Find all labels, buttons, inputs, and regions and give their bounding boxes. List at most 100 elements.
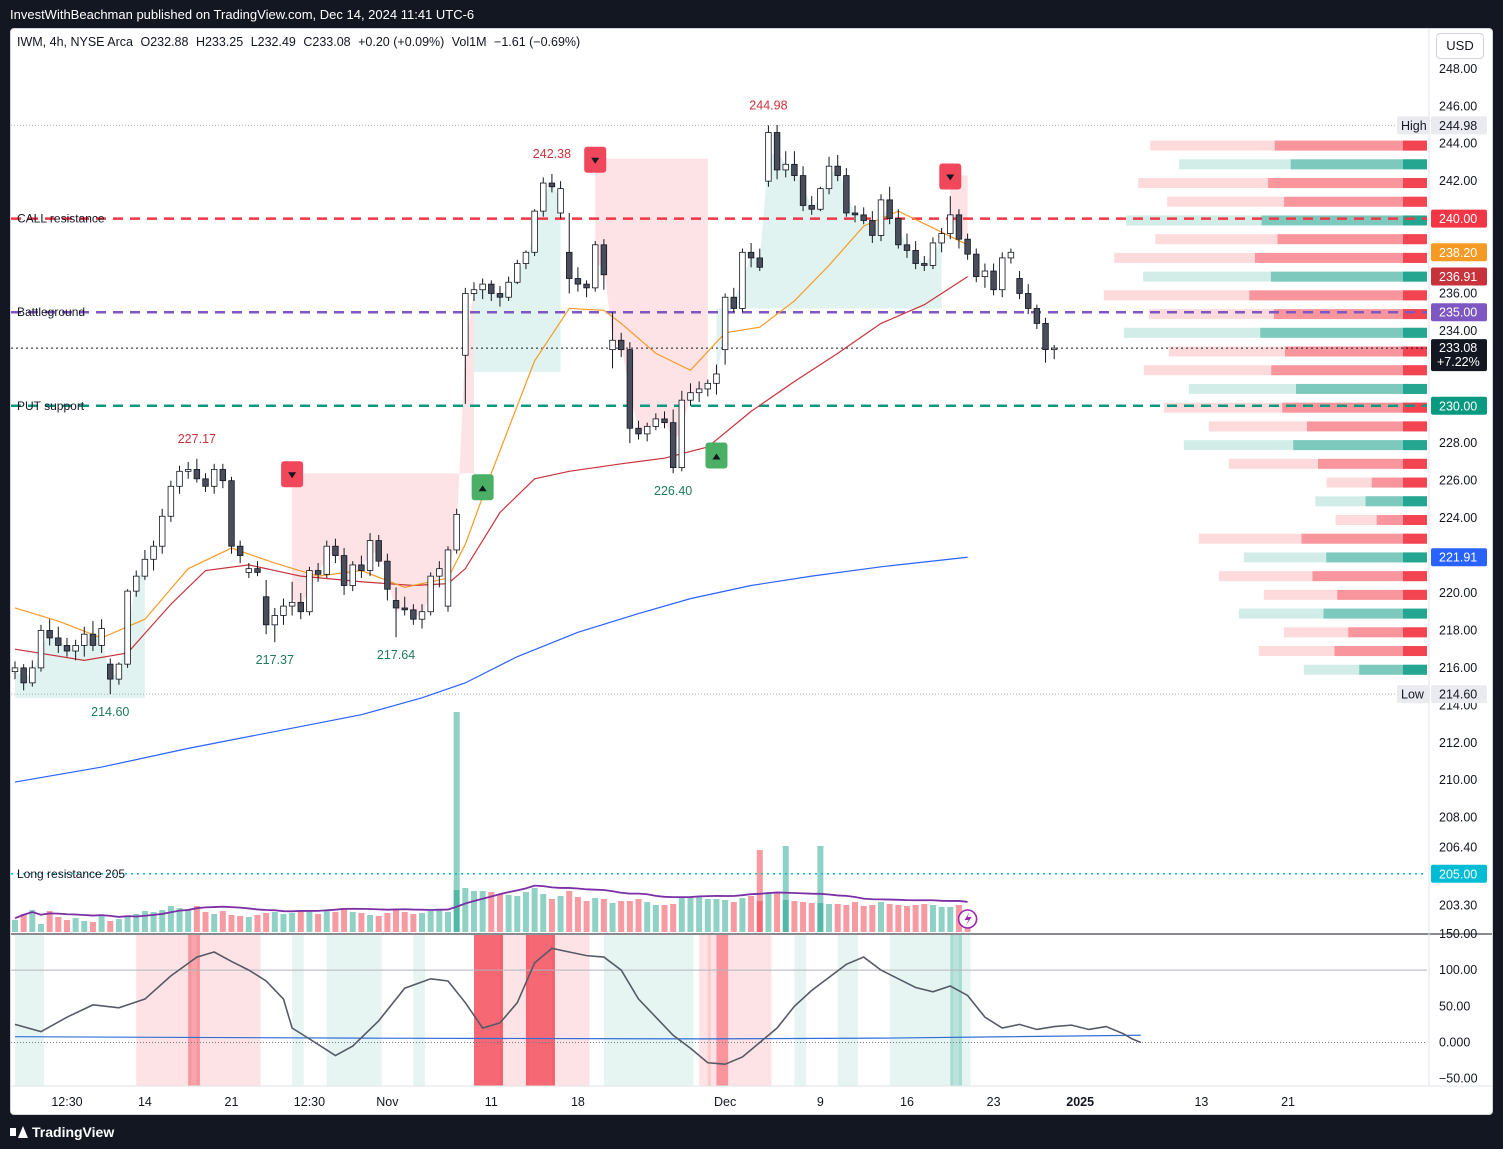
candle-body [600,244,608,276]
level-label-1: Battleground [17,305,85,319]
candle-body [955,214,963,240]
candle-body [548,182,556,188]
time-tick: 12:30 [51,1095,82,1109]
vp-row-edge [1403,234,1427,245]
candle-body [799,175,807,206]
candle-body [29,667,36,684]
value-badge-text: 238.20 [1439,246,1477,260]
footer-bar: TradingView [0,1115,1503,1149]
signal-arrow [712,453,721,460]
candle-body [730,296,737,309]
price-chart[interactable]: CALL resistance Battleground PUT support Lo… [11,29,1492,1114]
candle-body [756,257,763,268]
signal-arrow [288,472,297,479]
signal-arrow [591,157,600,164]
currency-button[interactable]: USD [1436,33,1484,59]
level-label-3: Long resistance 205 [17,867,125,881]
candle-body [340,555,348,586]
volume-bar [185,910,192,932]
time-tick: 16 [900,1095,914,1109]
candle-body [418,611,426,620]
vp-row-core [1260,327,1427,338]
volume-bar [46,911,53,932]
vp-row-edge [1403,664,1427,675]
price-labels: 242.38 244.98 227.17 214.60 217.37 217.64 226.… [91,98,962,719]
price-tick: 220.00 [1439,586,1477,600]
candle-body [141,558,149,577]
volume-bar [592,898,599,932]
volume-bar [869,905,876,932]
vp-row-core [1376,514,1427,525]
candle-body [219,469,227,482]
symbol-info[interactable]: IWM, 4h, NYSE Arca [17,35,134,49]
volume-bar [315,914,322,932]
vp-row-core [1312,571,1427,582]
volume-bar [410,914,417,932]
candle-body [332,545,339,556]
volume-bar [280,914,287,932]
vp-row-edge [1403,458,1427,469]
time-tick: 23 [987,1095,1001,1109]
volume-bar [929,905,936,932]
vp-row-core [1301,533,1427,544]
candle-body [375,540,382,562]
level-badge [1431,864,1487,883]
oscillator-zone [473,935,503,1086]
candle-body [704,382,711,390]
vp-row-edge [1403,365,1427,376]
candle-body [1016,278,1023,294]
candle-body [860,214,867,221]
time-tick: 9 [817,1095,824,1109]
sma-long-line [14,556,968,783]
volume-bar [713,899,720,932]
sell-signal-icon [939,163,962,190]
vp-row-edge [1403,309,1427,320]
candle-body [167,485,175,517]
candle-body [288,601,296,607]
candle-body [713,373,720,384]
vp-row-core [1271,365,1427,376]
signal-arrow [478,485,487,492]
vp-row-core [1284,346,1427,357]
osc-signal-line [14,1034,1141,1040]
candle-body [488,283,495,294]
value-badge [1431,243,1487,262]
vp-row-core [1326,552,1427,563]
candle-body [566,251,573,279]
vp-row-edge [1403,346,1427,357]
candle-body [89,633,97,646]
signal-arrow [946,174,955,181]
candle-body [176,470,183,487]
vp-row-edge [1403,533,1427,544]
price-tick: 210.00 [1439,773,1477,787]
vp-row-edge [1403,159,1427,170]
vp-row [1123,327,1427,338]
volume-bar [237,916,244,932]
vp-row [1143,271,1427,282]
vp-row-core [1270,271,1427,282]
volume-bar [55,917,62,932]
vp-row [1326,477,1427,488]
volume-bar [687,898,694,932]
volume-bar [63,920,70,932]
price-axis: 248.00 246.00 244.00 242.00 236.00 234.00 228.… [957,29,1487,1086]
volume-spike-bar [756,850,763,932]
tradingview-icon [10,1126,28,1138]
candle-body [314,570,322,575]
last-price-text: 233.08 [1439,341,1477,355]
candle-body [453,513,460,551]
volume-bar [791,901,798,932]
value-badge-text: 236.91 [1439,270,1477,284]
lightning-alert-icon [957,909,978,929]
chart-frame[interactable]: CALL resistance Battleground PUT support Lo… [10,28,1493,1115]
extreme-label: 242.38 [533,147,571,161]
alert-bolt [964,912,972,926]
volume-bar [826,904,833,932]
candle-body [81,633,88,646]
candle-body [228,480,235,547]
volume-bar [921,904,928,932]
price-tick: 203.30 [1439,899,1477,913]
volume-bar [37,924,44,932]
candle-body [46,630,53,639]
oscillator-zone [950,935,962,1086]
